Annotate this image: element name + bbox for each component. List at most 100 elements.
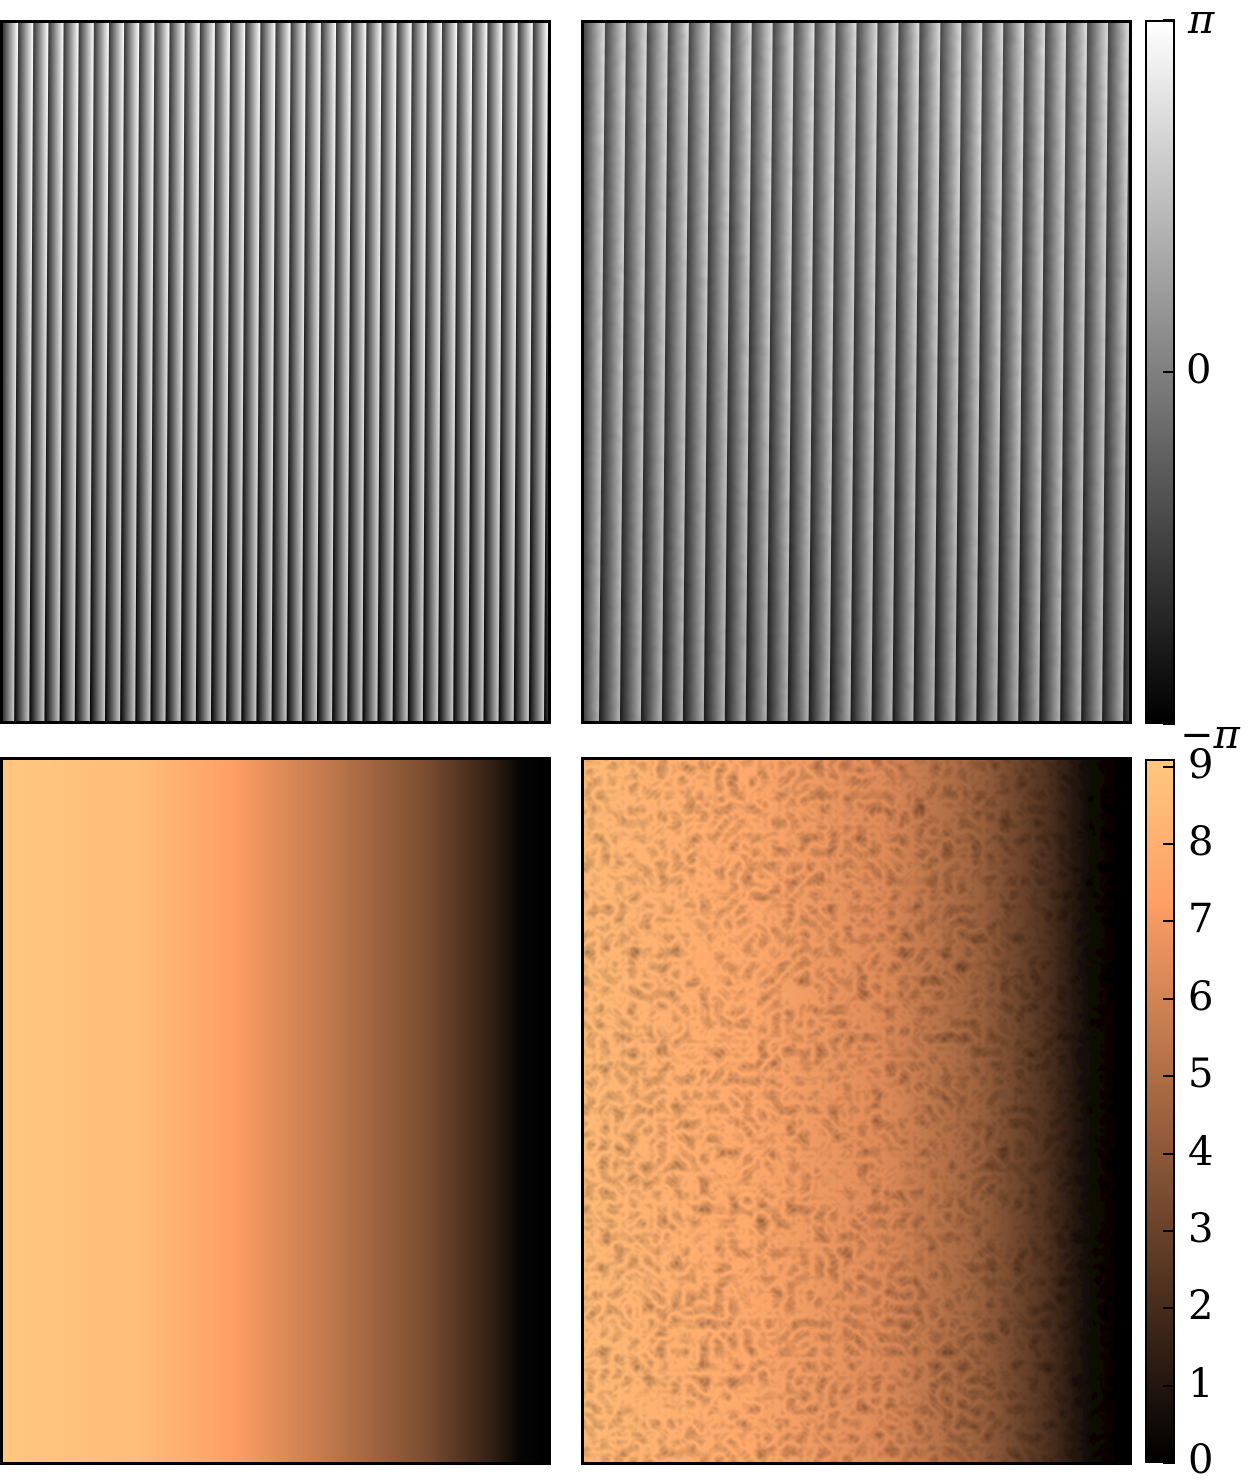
fringe-band (745, 23, 773, 721)
colorbar-tick (1163, 1307, 1175, 1310)
fringe-band (913, 23, 941, 721)
fringe-band (619, 23, 647, 721)
noisy-unwrapped-phase-heatmap (584, 760, 1129, 1462)
fringe-band (544, 23, 548, 721)
colorbar-tick (1163, 1229, 1175, 1232)
unwrapped-phase-field (584, 760, 1129, 1462)
fringe-band (332, 23, 352, 721)
unwrapped-phase-heatmap (3, 760, 548, 1462)
fringe-band (407, 23, 427, 721)
noisy-unwrapped-phase-panel (581, 757, 1132, 1465)
unwrapped-phase-field (3, 760, 548, 1462)
fringe-band (468, 23, 488, 721)
fringe-band (1018, 23, 1046, 721)
colorbar-tick (1163, 1152, 1175, 1155)
fringe-band (74, 23, 94, 721)
fringe-band (14, 23, 34, 721)
fringe-band (871, 23, 899, 721)
fringe-band (661, 23, 689, 721)
fringe-band (584, 23, 605, 721)
fringe-band (850, 23, 878, 721)
fringe-band (120, 23, 140, 721)
colorbar-tick (1163, 920, 1175, 923)
fringe-band (1060, 23, 1088, 721)
colorbar-tick (1163, 19, 1175, 21)
fringe-band (808, 23, 836, 721)
fringe-band (955, 23, 983, 721)
colorbar-tick-label: 8 (1188, 819, 1214, 866)
fringe-band (892, 23, 920, 721)
fringe-band (528, 23, 548, 721)
colorbar-tick-label: 6 (1188, 973, 1214, 1020)
noisy-wrapped-phase-panel (581, 20, 1132, 724)
fringe-band (787, 23, 815, 721)
wrapped-phase-panel (0, 20, 551, 724)
fringe-band (180, 23, 200, 721)
fringe-band (829, 23, 857, 721)
wrapped-phase-heatmap (3, 23, 548, 721)
colorbar-tick-label: 2 (1188, 1283, 1214, 1330)
colorbar-tick (1163, 371, 1175, 373)
fringe-band (498, 23, 518, 721)
colorbar-tick-label: 9 (1188, 741, 1214, 788)
fringe-band (316, 23, 337, 721)
fringe-band (422, 23, 443, 721)
fringe-band (392, 23, 412, 721)
colorbar-tick (1163, 843, 1175, 846)
fringe-band (766, 23, 794, 721)
colorbar-tick-label: 7 (1188, 896, 1214, 943)
unwrapped-colorbar (1145, 759, 1175, 1463)
fringe-band (59, 23, 79, 721)
colorbar-tick-label: 3 (1188, 1205, 1214, 1252)
fringe-band (1039, 23, 1067, 721)
colorbar-tick-label: 5 (1188, 1051, 1214, 1098)
fringe-band (301, 23, 321, 721)
fringe-band (362, 23, 382, 721)
fringe-band (210, 23, 231, 721)
fringe-band (271, 23, 291, 721)
fringe-band (640, 23, 668, 721)
fringe-band (241, 23, 261, 721)
fringe-band (377, 23, 397, 721)
fringe-band (44, 23, 64, 721)
fringe-band (135, 23, 155, 721)
fringe-band (286, 23, 306, 721)
colorbar-tick-label: 0 (1188, 1437, 1214, 1483)
fringe-band (256, 23, 276, 721)
colorbar-tick (1163, 1075, 1175, 1078)
colorbar-tick-label: 0 (1186, 347, 1212, 393)
fringe-band (997, 23, 1025, 721)
fringe-band (1102, 23, 1129, 721)
fringe-band (513, 23, 533, 721)
colorbar-tick-label: −π (1180, 712, 1240, 758)
colorbar-tick (1163, 997, 1175, 1000)
fringe-band (453, 23, 473, 721)
unwrapped-phase-panel (0, 757, 551, 1465)
fringe-band (89, 23, 109, 721)
fringe-band (3, 23, 19, 721)
fringe-band (29, 23, 49, 721)
fringe-band (724, 23, 752, 721)
colorbar-tick-label: π (1188, 0, 1215, 43)
fringe-band (976, 23, 1004, 721)
colorbar-tick-label: 4 (1188, 1128, 1214, 1175)
fringe-band (598, 23, 626, 721)
fringe-band (682, 23, 710, 721)
colorbar-tick (1163, 1462, 1175, 1464)
fringe-band (165, 23, 185, 721)
fringe-band (150, 23, 170, 721)
noisy-wrapped-phase-heatmap (584, 23, 1129, 721)
fringe-band (347, 23, 367, 721)
fringe-band (195, 23, 215, 721)
colorbar-tick (1163, 723, 1175, 725)
fringe-band (226, 23, 246, 721)
colorbar-tick (1163, 765, 1175, 768)
fringe-band (438, 23, 458, 721)
colorbar-tick (1163, 1384, 1175, 1387)
fringe-band (1081, 23, 1109, 721)
fringe-band (104, 23, 125, 721)
fringe-band (934, 23, 962, 721)
fringe-band (703, 23, 731, 721)
fringe-band (1123, 23, 1129, 721)
colorbar-tick-label: 1 (1188, 1360, 1214, 1407)
